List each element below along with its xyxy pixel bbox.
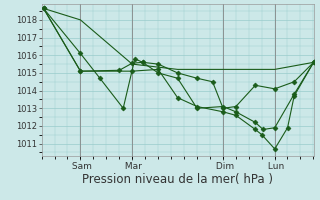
X-axis label: Pression niveau de la mer( hPa ): Pression niveau de la mer( hPa ) bbox=[82, 173, 273, 186]
